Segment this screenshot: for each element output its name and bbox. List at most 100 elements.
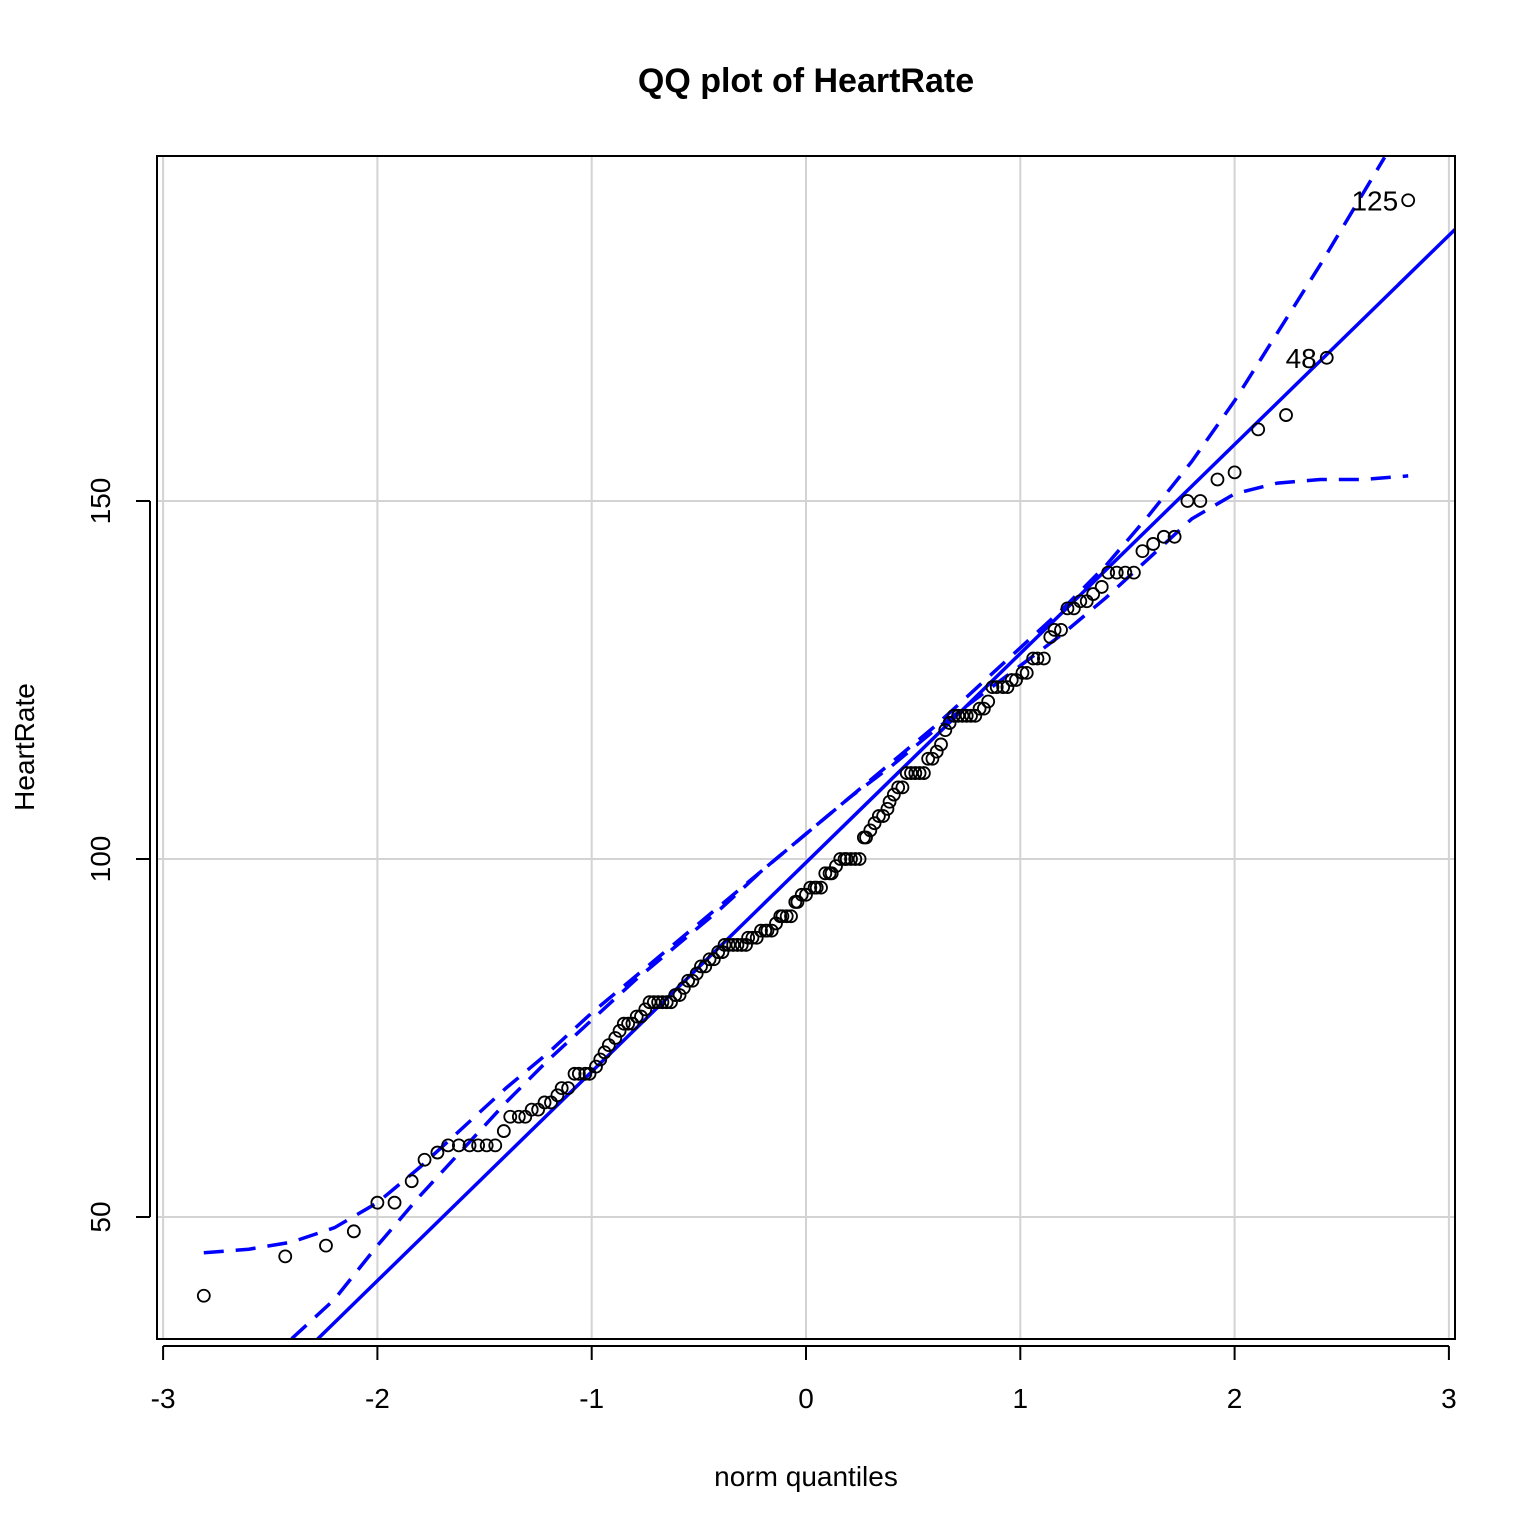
data-point [451,1138,466,1153]
data-point [976,701,991,716]
data-point [921,751,936,766]
data-point [844,852,858,866]
data-point [659,995,674,1010]
data-point [503,1109,518,1124]
data-point [867,816,882,831]
y-tick-label: 150 [85,478,116,525]
data-point [985,680,1000,695]
data-point [876,809,891,823]
data-point [612,1023,627,1038]
data-point [685,973,700,988]
data-point [863,823,878,838]
data-point [511,1109,526,1124]
data-point [668,988,683,1002]
data-point [1279,408,1293,422]
data-point [1135,544,1150,559]
data-point [597,1045,612,1060]
data-point [880,801,895,816]
confidence-envelope [203,156,1409,1339]
data-point [754,923,768,938]
data-point [441,1138,456,1153]
plot-frame [156,155,1456,1340]
data-point [664,995,678,1010]
data-point [676,980,691,995]
point-labels: 125 48 [1286,185,1399,374]
data-point [319,1238,333,1253]
data-point [959,708,974,723]
point-label: 48 [1286,343,1317,374]
data-point [1060,601,1075,616]
data-point [629,1009,644,1024]
data-point [1167,529,1182,544]
data-point [1156,529,1171,544]
data-point [794,887,809,902]
data-point [430,1145,445,1160]
data-point [912,766,927,780]
data-point [1047,622,1062,637]
x-axis: -3 -2 -1 0 1 2 3 [151,1345,1457,1414]
data-point [1319,350,1334,365]
data-point [964,708,978,723]
x-tick-label: 1 [1013,1383,1029,1414]
data-point [1094,580,1109,594]
data-point [848,852,863,866]
data-point [749,930,764,945]
data-point [871,809,886,823]
data-point [1054,622,1068,637]
y-tick-label: 100 [85,836,116,883]
data-point [625,1016,640,1031]
data-point [672,988,687,1002]
data-point [1109,565,1124,580]
y-axis-label: HeartRate [9,683,40,811]
x-tick-label: -2 [365,1383,390,1414]
x-axis-label: norm quantiles [714,1461,898,1492]
data-point [925,751,940,766]
data-point [1146,537,1161,551]
data-point [698,959,713,974]
data-point [387,1195,402,1210]
data-point [1000,680,1015,695]
data-point [818,866,833,881]
grid-lines [157,156,1455,1339]
data-point [655,995,670,1010]
x-tick-label: -3 [151,1383,176,1414]
x-tick-label: 2 [1227,1383,1243,1414]
data-point [938,723,953,738]
data-point [908,766,923,780]
data-point [1086,587,1101,601]
data-point [1101,565,1116,580]
data-point [745,930,760,945]
data-point [981,694,996,709]
data-point [706,952,721,967]
data-point [571,1066,586,1081]
data-point [471,1138,486,1153]
data-point [593,1052,608,1067]
data-point [1015,665,1030,680]
reference-line [315,226,1455,1339]
qq-reference-line [315,226,1455,1339]
data-point [784,909,798,924]
data-point [814,880,828,895]
data-point [1193,494,1208,508]
data-point [621,1016,636,1031]
data-point [764,923,779,938]
data-point [972,701,987,716]
envelope-lower [290,474,1409,1339]
data-point [634,1009,648,1024]
data-point [1126,565,1141,580]
data-point [1019,665,1034,680]
data-point [462,1138,477,1153]
data-point [799,887,813,902]
data-point [882,794,897,809]
data-point [1004,673,1019,687]
x-tick-label: -1 [579,1383,604,1414]
data-point [886,787,901,802]
data-point [829,859,843,874]
data-point [803,880,818,895]
data-point [404,1174,419,1189]
data-point [824,866,839,881]
data-point [479,1138,494,1153]
data-point [638,1002,653,1017]
data-point [616,1016,631,1031]
y-axis: 50 100 150 [85,478,151,1233]
